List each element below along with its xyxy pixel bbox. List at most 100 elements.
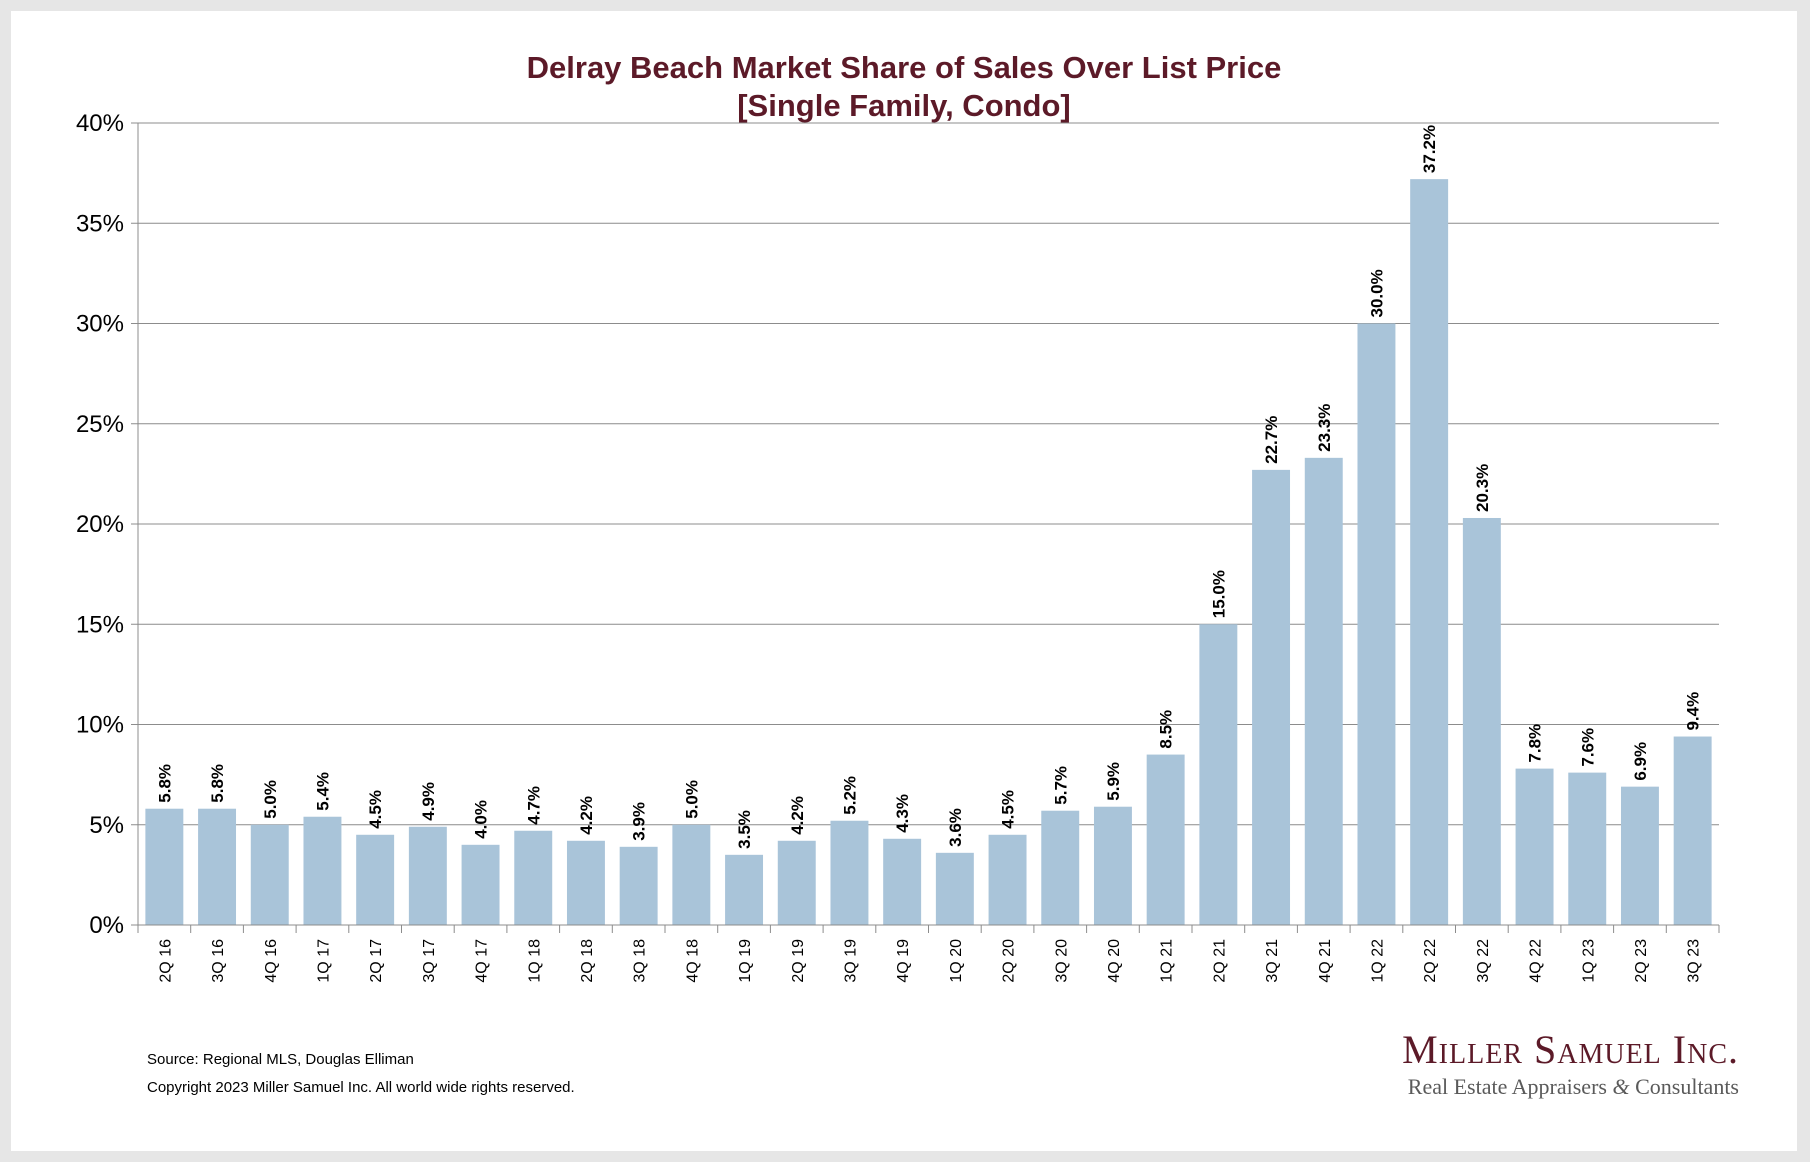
data-label: 4.3% [893, 794, 912, 833]
chart-subtitle: [Single Family, Condo] [737, 88, 1071, 123]
bar [566, 840, 605, 925]
x-tick-label: 2Q 18 [579, 939, 596, 983]
bar [777, 840, 816, 925]
data-label: 4.5% [999, 790, 1018, 829]
y-tick-label: 15% [76, 611, 124, 638]
data-label: 5.8% [155, 764, 174, 803]
data-label: 8.5% [1157, 710, 1176, 749]
x-tick-label: 2Q 21 [1211, 939, 1228, 983]
bar [1041, 810, 1080, 925]
data-label: 4.0% [472, 800, 491, 839]
bar [1410, 179, 1449, 925]
x-tick-label: 4Q 22 [1528, 939, 1545, 983]
data-label: 5.0% [261, 780, 280, 819]
x-tick-label: 1Q 21 [1159, 939, 1176, 983]
x-tick-label: 2Q 23 [1633, 939, 1650, 983]
data-label: 3.6% [946, 808, 965, 847]
logo-tagline: Real Estate Appraisers & Consultants [1402, 1073, 1739, 1101]
x-tick-label: 4Q 20 [1106, 939, 1123, 983]
x-tick-label: 2Q 17 [368, 939, 385, 983]
data-labels: 5.8% 5.8% 5.0% 5.4% 4.5% 4.9% 4.0% 4.7% 4.2% 3.9%… [155, 125, 1702, 849]
x-tick-label: 3Q 22 [1475, 939, 1492, 983]
bars [145, 179, 1712, 925]
data-label: 4.2% [577, 796, 596, 835]
x-tick-label: 1Q 17 [315, 939, 332, 983]
x-tick-label: 2Q 22 [1422, 939, 1439, 983]
data-label: 5.0% [682, 780, 701, 819]
x-tick-label: 4Q 21 [1317, 939, 1334, 983]
logo-ampersand: & [1612, 1074, 1630, 1099]
logo-tagline-left: Real Estate Appraisers [1407, 1074, 1607, 1099]
data-label: 4.7% [524, 786, 543, 825]
data-label: 4.2% [788, 796, 807, 835]
x-tick-label: 2Q 16 [157, 939, 174, 983]
bar [461, 844, 500, 925]
bar [356, 834, 395, 925]
bar [1673, 736, 1712, 925]
x-tick-label: 3Q 23 [1686, 939, 1703, 983]
bar [883, 838, 922, 925]
data-label: 23.3% [1315, 404, 1334, 452]
copyright-note: Copyright 2023 Miller Samuel Inc. All wo… [147, 1079, 575, 1096]
bar [145, 808, 184, 925]
data-label: 3.9% [630, 802, 649, 841]
bar [1462, 517, 1501, 925]
x-tick-label: 3Q 16 [210, 939, 227, 983]
x-tick-label: 4Q 18 [684, 939, 701, 983]
data-label: 5.9% [1104, 762, 1123, 801]
data-label: 4.9% [419, 782, 438, 821]
bar [250, 824, 289, 925]
data-label: 20.3% [1473, 464, 1492, 512]
bar [725, 854, 764, 925]
x-tick-label: 4Q 19 [895, 939, 912, 983]
bar [830, 820, 869, 925]
chart-title: Delray Beach Market Share of Sales Over … [526, 50, 1282, 85]
data-label: 37.2% [1420, 125, 1439, 173]
data-label: 3.5% [735, 810, 754, 849]
bar [1304, 457, 1343, 925]
bar [672, 824, 711, 925]
x-axis-ticks: 2Q 16 3Q 16 4Q 16 1Q 17 2Q 17 3Q 17 4Q 17 1Q 18… [157, 939, 1702, 983]
data-label: 7.8% [1526, 724, 1545, 763]
data-label: 5.2% [840, 776, 859, 815]
bar-chart: 0% 5% 10% 15% 20% 25% 30% 35% 40% 2Q 16 3Q 16 4Q 1… [76, 110, 1720, 983]
chart-card: Delray Beach Market Share of Sales Over … [11, 11, 1797, 1151]
x-tick-label: 3Q 20 [1053, 939, 1070, 983]
bar [1620, 786, 1659, 925]
data-label: 15.0% [1209, 570, 1228, 618]
bar [1568, 772, 1607, 925]
y-tick-label: 30% [76, 311, 124, 338]
data-label: 5.7% [1051, 766, 1070, 805]
logo-name: Miller Samuel Inc. [1402, 1027, 1739, 1072]
bar [408, 826, 447, 925]
x-tick-label: 1Q 20 [948, 939, 965, 983]
data-label: 5.8% [208, 764, 227, 803]
logo-tagline-right: Consultants [1635, 1074, 1739, 1099]
y-tick-label: 35% [76, 210, 124, 237]
data-label: 5.4% [313, 772, 332, 811]
axes [131, 122, 1720, 933]
x-tick-label: 1Q 23 [1580, 939, 1597, 983]
bar [988, 834, 1027, 925]
data-label: 6.9% [1631, 742, 1650, 781]
y-tick-label: 40% [76, 110, 124, 137]
chart-title-block: Delray Beach Market Share of Sales Over … [11, 49, 1797, 125]
x-tick-label: 3Q 19 [842, 939, 859, 983]
bar [1515, 768, 1554, 925]
x-tick-label: 3Q 18 [632, 939, 649, 983]
x-tick-label: 3Q 17 [421, 939, 438, 983]
company-logo: Miller Samuel Inc. Real Estate Appraiser… [1402, 1027, 1739, 1101]
data-label: 7.6% [1578, 728, 1597, 767]
y-tick-label: 25% [76, 411, 124, 438]
bar [935, 852, 974, 925]
y-tick-label: 0% [89, 912, 124, 939]
bar [1252, 469, 1291, 925]
bar [619, 846, 658, 925]
y-tick-label: 20% [76, 511, 124, 538]
x-tick-label: 1Q 18 [526, 939, 543, 983]
x-tick-label: 2Q 19 [790, 939, 807, 983]
data-label: 9.4% [1684, 692, 1703, 731]
x-tick-label: 1Q 19 [737, 939, 754, 983]
gridlines [138, 122, 1719, 826]
x-tick-label: 1Q 22 [1369, 939, 1386, 983]
